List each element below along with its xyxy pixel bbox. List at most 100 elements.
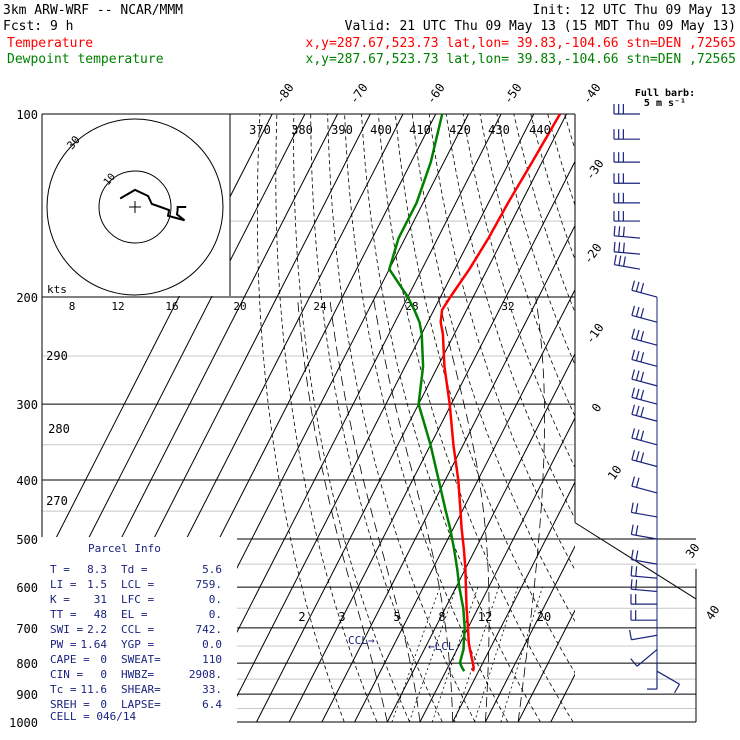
wind-barb: [630, 549, 658, 565]
pressure-tick-label: 700: [16, 622, 38, 636]
wind-barb: [613, 104, 640, 115]
theta-label: 290: [46, 349, 68, 363]
moist-adiabat: [437, 296, 490, 722]
moist-adiabat: [297, 296, 388, 722]
parcel-info-cell: 1.5: [87, 578, 107, 591]
wind-barb: [630, 502, 658, 518]
pressure-tick-label: 800: [16, 657, 38, 671]
parcel-info-cell: 0: [100, 653, 107, 666]
isotherm-line: [419, 416, 575, 722]
dry-adiabat: [564, 114, 575, 151]
wind-speed-tick-label: 24: [313, 300, 327, 313]
wind-barb: [630, 594, 657, 605]
lcl-annotation: ←LCL: [428, 640, 455, 653]
dewpoint-legend: Dewpoint temperature: [7, 52, 164, 67]
mixing-ratio-label: 5: [393, 610, 400, 624]
parcel-info-cell: 5.6: [202, 563, 222, 576]
pressure-tick-label: 200: [16, 291, 38, 305]
parcel-info-title: Parcel Info: [88, 542, 161, 555]
wind-speed-tick-label: 8: [69, 300, 76, 313]
dry-adiabat: [378, 114, 574, 722]
model-title: 3km ARW-WRF -- NCAR/MMM: [3, 3, 183, 18]
isotherm-label: -60: [424, 81, 448, 107]
wind-barb: [630, 649, 658, 667]
wind-barb: [629, 629, 658, 641]
temperature-location: x,y=287.67,523.73 lat,lon= 39.83,-104.66…: [306, 36, 736, 51]
mixing-ratio-label: 2: [298, 610, 305, 624]
barb-legend-title: Full barb:: [635, 88, 695, 99]
dry-adiabat: [275, 114, 378, 722]
parcel-info-cell: SWI =: [50, 623, 83, 636]
dry-adiabat: [599, 114, 740, 722]
parcel-info-cell: LCL =: [121, 578, 154, 591]
moist-adiabat: [372, 296, 454, 722]
wind-barb: [631, 476, 658, 494]
hodograph-units: kts: [47, 283, 67, 296]
parcel-info-cell: HWBZ=: [121, 668, 154, 681]
mixing-ratio-line: [474, 586, 519, 722]
isotherm-line: [452, 481, 575, 722]
parcel-info-cell: 742.: [196, 623, 223, 636]
dry-adiabat: [530, 114, 575, 261]
barb-legend-value: 5 m s⁻¹: [644, 98, 686, 109]
isotherm-label: -50: [501, 81, 525, 107]
wind-barb: [613, 152, 640, 163]
dry-adiabat: [310, 114, 443, 722]
parcel-info-cell: 0: [100, 668, 107, 681]
parcel-info-cell: CIN =: [50, 668, 83, 681]
wind-barb: [647, 663, 658, 690]
mixing-ratio-label: 8: [438, 610, 445, 624]
isotherm-label: -70: [347, 81, 371, 107]
wind-barb: [631, 428, 658, 446]
wind-barb: [630, 579, 658, 593]
isotherm-label: -40: [580, 81, 604, 107]
parcel-info-cell: 11.6: [81, 683, 108, 696]
theta-label: 420: [449, 123, 471, 137]
hodograph-background: [43, 115, 230, 296]
wind-speed-tick-label: 16: [165, 300, 178, 313]
parcel-info-cell: YGP =: [121, 638, 154, 651]
wind-barb: [631, 404, 658, 422]
theta-label: 410: [409, 123, 431, 137]
parcel-info-cell: CAPE =: [50, 653, 90, 666]
dewpoint-line: [388, 113, 466, 672]
isotherm-label: -10: [583, 321, 607, 347]
dry-adiabat: [344, 114, 509, 722]
isotherm-label: 40: [703, 603, 723, 623]
temperature-line: [439, 113, 562, 672]
theta-label: 440: [529, 123, 551, 137]
parcel-info-cell: 0.: [209, 608, 222, 621]
isotherm-line: [484, 545, 575, 722]
wind-speed-tick-label: 20: [233, 300, 246, 313]
parcel-info-cell: LFC =: [121, 593, 154, 606]
theta-label: 430: [488, 123, 510, 137]
parcel-info-cell: T =: [50, 563, 70, 576]
parcel-info-cell: 2908.: [189, 668, 222, 681]
wind-barb: [631, 328, 658, 346]
wind-barb: [631, 349, 658, 367]
hodograph-outer-ring: [46, 118, 224, 296]
dry-adiabat: [496, 114, 575, 366]
parcel-info-cell: 0: [100, 698, 107, 711]
parcel-info-cell: EL =: [121, 608, 148, 621]
parcel-info-cell: CCL =: [121, 623, 154, 636]
isotherm-label: -80: [273, 81, 297, 107]
wind-barb: [613, 173, 640, 184]
dry-adiabat: [513, 114, 575, 314]
parcel-info-cell: 2.2: [87, 623, 107, 636]
wind-barbs: [613, 104, 681, 694]
dry-adiabat: [293, 114, 411, 722]
isotherm-line: [288, 160, 575, 722]
dry-adiabat: [327, 114, 476, 722]
wind-barb: [630, 565, 658, 579]
forecast-hour: Fcst: 9 h: [3, 19, 73, 34]
mixing-ratio-label: 12: [478, 610, 492, 624]
theta-label: 390: [331, 123, 353, 137]
wind-barb: [613, 241, 641, 255]
parcel-info-cell: PW =: [50, 638, 77, 651]
isotherm-label: 30: [683, 541, 703, 561]
wind-barb: [631, 369, 658, 387]
parcel-info-cell: K =: [50, 593, 70, 606]
parcel-info-cell: Td =: [121, 563, 148, 576]
isotherm-line: [354, 288, 575, 722]
